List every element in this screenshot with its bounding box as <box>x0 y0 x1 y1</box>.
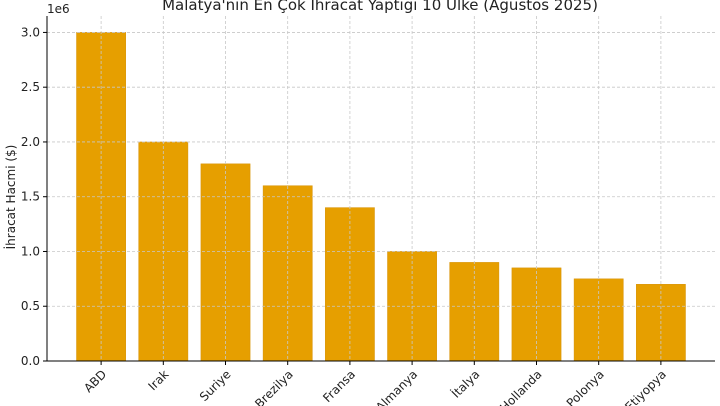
chart-title: Malatya'nın En Çok İhracat Yaptığı 10 Ül… <box>162 0 598 14</box>
x-tick-label: ABD <box>81 367 109 395</box>
x-tick-label: Etiyopya <box>622 367 669 406</box>
x-tick-label: Suriye <box>197 367 234 404</box>
x-tick-label: Hollanda <box>497 367 544 406</box>
y-tick-label: 2.5 <box>21 80 40 94</box>
y-tick-label: 3.0 <box>21 25 40 39</box>
x-tick-label: Polonya <box>564 367 607 406</box>
y-tick-label: 2.0 <box>21 135 40 149</box>
x-tick-label: Brezilya <box>252 367 296 406</box>
y-offset-label: 1e6 <box>47 2 70 16</box>
x-tick-label: Fransa <box>320 367 358 405</box>
x-tick-label: Irak <box>145 367 171 393</box>
y-tick-label: 0.5 <box>21 299 40 313</box>
y-tick-label: 1.0 <box>21 244 40 258</box>
y-tick-label: 1.5 <box>21 190 40 204</box>
y-axis-label: İhracat Hacmi ($) <box>3 145 18 250</box>
y-tick-label: 0.0 <box>21 354 40 368</box>
x-tick-label: Almanya <box>373 367 420 406</box>
x-tick-label: İtalya <box>448 367 482 401</box>
